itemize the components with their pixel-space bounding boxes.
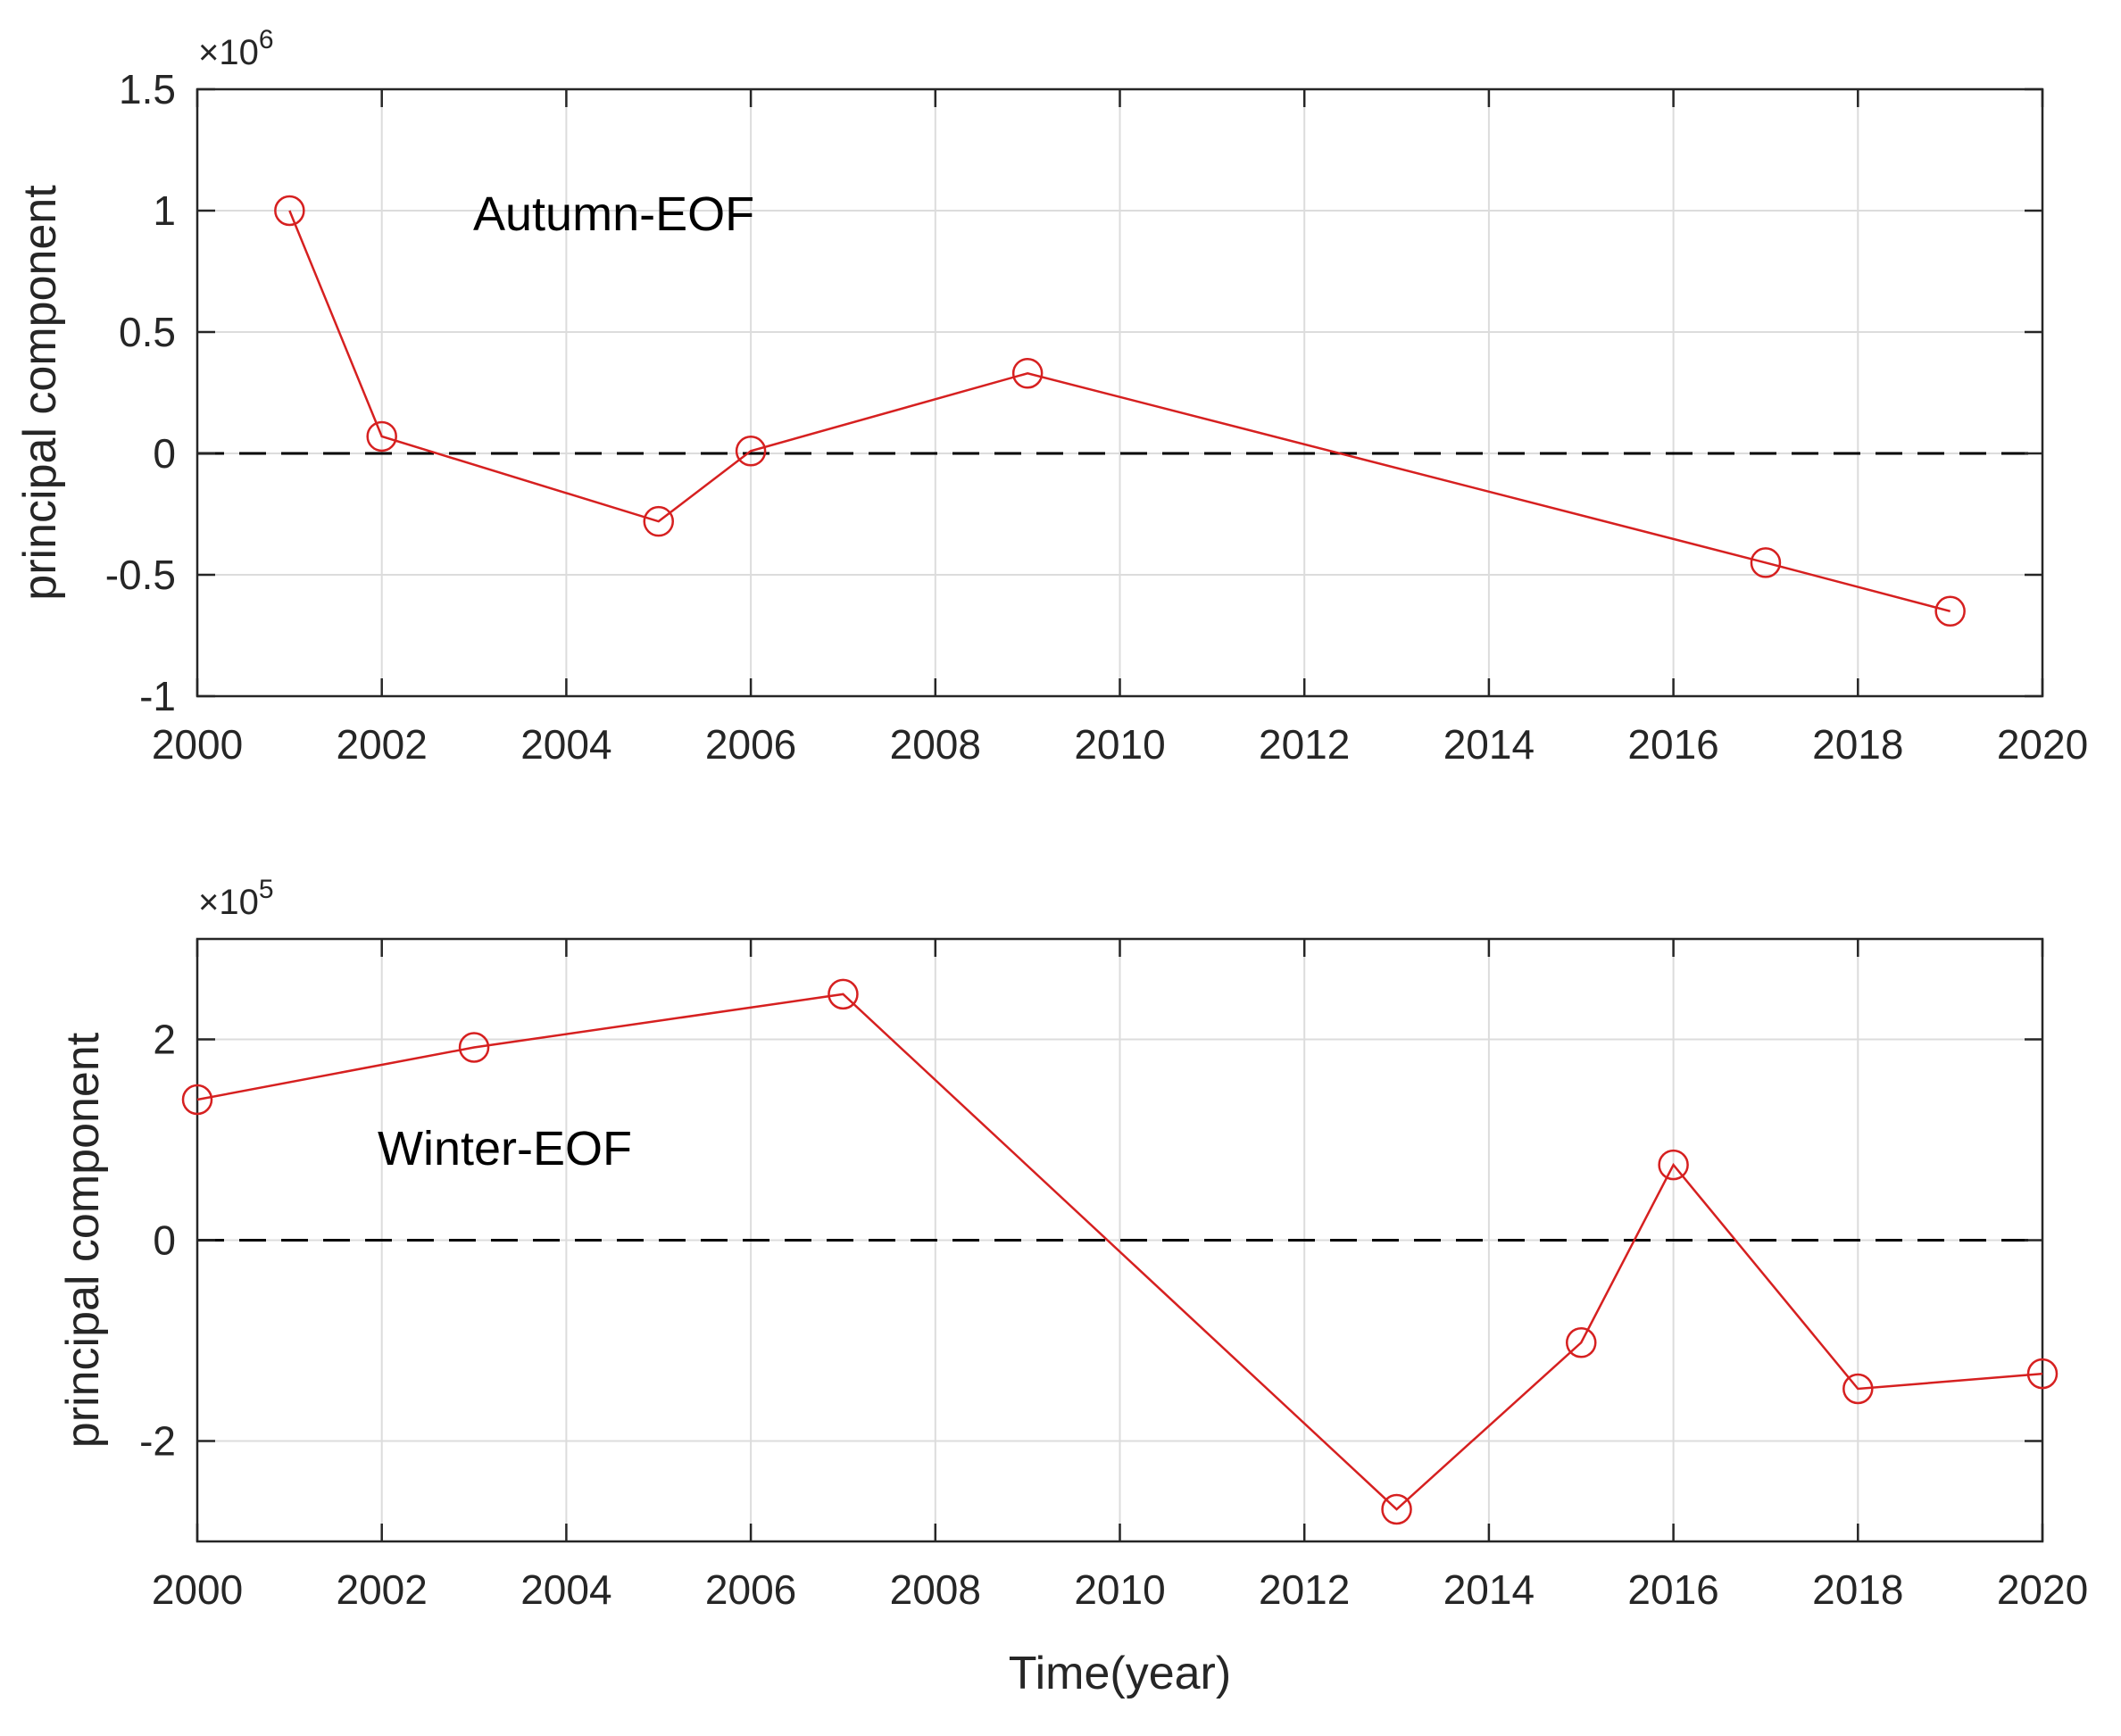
x-tick-label: 2016: [1627, 721, 1718, 768]
y-tick-label: -0.5: [105, 552, 176, 598]
x-tick-label: 2020: [1997, 721, 2088, 768]
y-tick-label: 0.5: [119, 309, 176, 355]
y-tick-label: 1.5: [119, 66, 176, 112]
series-line: [196, 993, 2043, 1511]
x-tick-label: 2008: [890, 721, 981, 768]
x-tick-label: 2004: [520, 1566, 611, 1613]
data-point-marker: [643, 505, 674, 537]
x-tick-label: 2014: [1443, 1566, 1535, 1613]
data-point-marker: [1842, 1373, 1874, 1405]
data-point-marker: [1566, 1327, 1597, 1358]
y-tick-label: 0: [153, 1217, 176, 1264]
exponent-base: ×10: [198, 883, 259, 922]
data-point-marker: [181, 1084, 213, 1116]
x-tick-label: 2016: [1627, 1566, 1718, 1613]
x-tick-label: 2018: [1812, 721, 1903, 768]
series-annotation: Winter-EOF: [378, 1122, 632, 1175]
x-tick-label: 2010: [1074, 1566, 1165, 1613]
x-tick-label: 2018: [1812, 1566, 1903, 1613]
data-point-marker: [274, 195, 305, 227]
x-tick-label: 2012: [1259, 721, 1350, 768]
plot-panel-1: 2000 2002 2004 2006 2008 2010 2012 2014 2016 2018…: [14, 25, 2088, 768]
data-point-marker: [1011, 357, 1044, 389]
x-tick-label: 2008: [890, 1566, 981, 1613]
series-annotation: Autumn-EOF: [473, 187, 754, 241]
data-point-marker: [366, 420, 397, 453]
y-axis-title: principal component: [57, 1032, 109, 1448]
plot-panel-2: 2000 2002 2004 2006 2008 2010 2012 2014 2016 2018…: [57, 875, 2088, 1699]
y-axis-title: principal component: [14, 185, 66, 601]
data-point-marker: [1934, 595, 1966, 627]
x-tick-label: 2000: [152, 721, 243, 768]
y-tick-label: 2: [153, 1017, 176, 1063]
data-point-marker: [1381, 1493, 1412, 1525]
y-tick-label: 0: [153, 430, 176, 477]
data-point-marker: [2026, 1358, 2059, 1390]
x-tick-label: 2006: [705, 1566, 796, 1613]
data-point-marker: [458, 1032, 490, 1063]
x-tick-label: 2012: [1259, 1566, 1350, 1613]
data-point-marker: [1658, 1149, 1689, 1181]
data-point-marker: [828, 978, 859, 1010]
exponent-power: 6: [259, 25, 274, 54]
exponent-base: ×10: [198, 33, 259, 72]
x-tick-label: 2004: [520, 721, 611, 768]
x-tick-label: 2010: [1074, 721, 1165, 768]
x-tick-label: 2014: [1443, 721, 1535, 768]
x-axis-title: Time(year): [1009, 1648, 1231, 1699]
y-tick-label: -2: [139, 1418, 176, 1465]
x-tick-label: 2000: [152, 1566, 243, 1613]
series-line: [288, 210, 1950, 613]
x-tick-label: 2002: [337, 1566, 428, 1613]
y-exponent-label: ×106: [198, 25, 274, 72]
x-tick-label: 2006: [705, 721, 796, 768]
y-exponent-label: ×105: [198, 875, 274, 922]
y-tick-label: -1: [139, 673, 176, 719]
y-tick-label: 1: [153, 187, 176, 234]
data-point-marker: [735, 436, 767, 467]
x-tick-label: 2020: [1997, 1566, 2088, 1613]
exponent-power: 5: [259, 875, 274, 904]
data-point-marker: [1750, 547, 1782, 578]
x-tick-label: 2002: [337, 721, 428, 768]
